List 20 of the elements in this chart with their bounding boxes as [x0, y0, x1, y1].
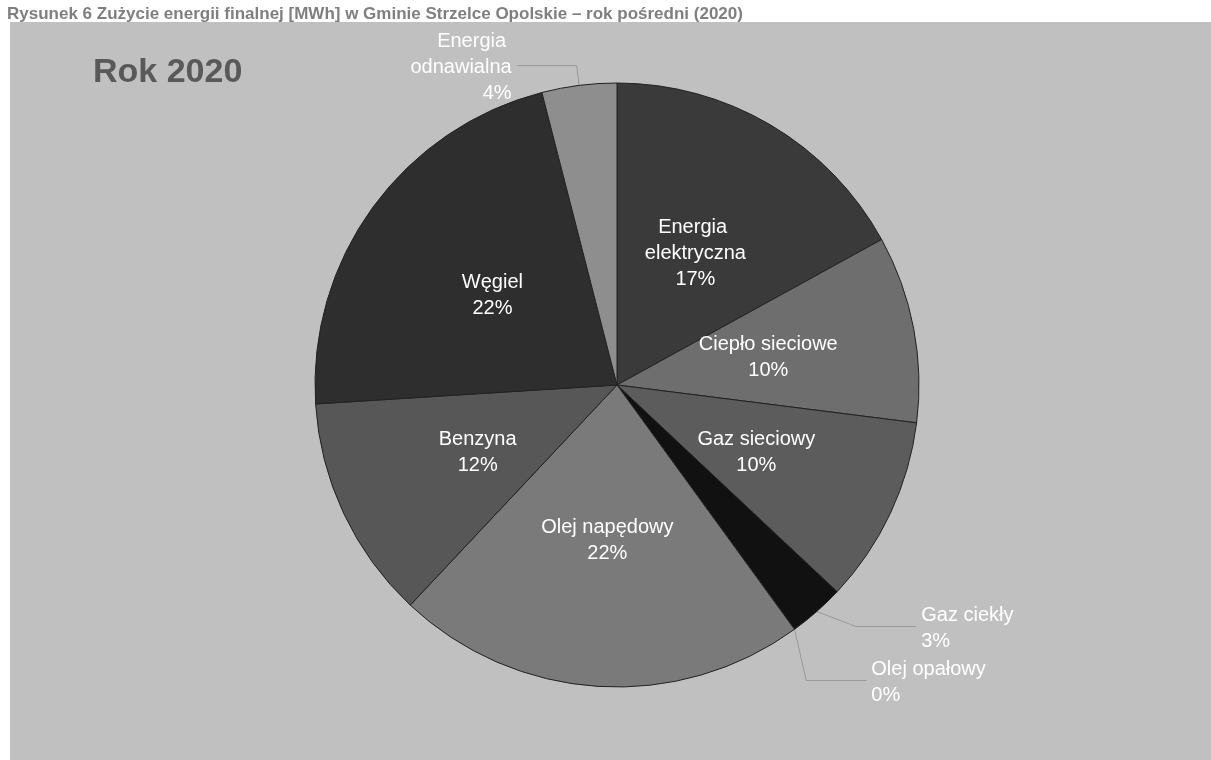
- slice-label: Benzyna: [438, 426, 518, 449]
- chart-title: Rysunek 6 Zużycie energii finalnej [MWh] w Gminie Strzelce Opolskie – rok pośredni (2020): [7, 4, 743, 23]
- data-label: 10%: [748, 358, 789, 381]
- data-label: 10%: [736, 452, 777, 475]
- data-label: 22%: [587, 540, 628, 563]
- data-label: 4%: [482, 80, 512, 103]
- text: 0%: [871, 682, 901, 705]
- slice-label: Węgiel: [461, 270, 523, 293]
- data-label: 12%: [457, 452, 498, 475]
- category-label: Olej opałowy: [871, 656, 986, 679]
- slice-label: Energia odnawialna: [410, 28, 513, 77]
- text: Rok 2020: [93, 51, 243, 89]
- slice-label: Ciepło sieciowe: [698, 332, 838, 355]
- data-label: 22%: [472, 296, 513, 319]
- slice-label: Gaz sieciowy: [697, 426, 816, 449]
- slice-label: Olej napędowy: [541, 514, 674, 537]
- data-label: 17%: [675, 267, 716, 290]
- slice-label: Energia elektryczna: [644, 215, 747, 264]
- data-label: 3%: [921, 628, 951, 651]
- slice-label: Gaz ciekły: [921, 602, 1014, 625]
